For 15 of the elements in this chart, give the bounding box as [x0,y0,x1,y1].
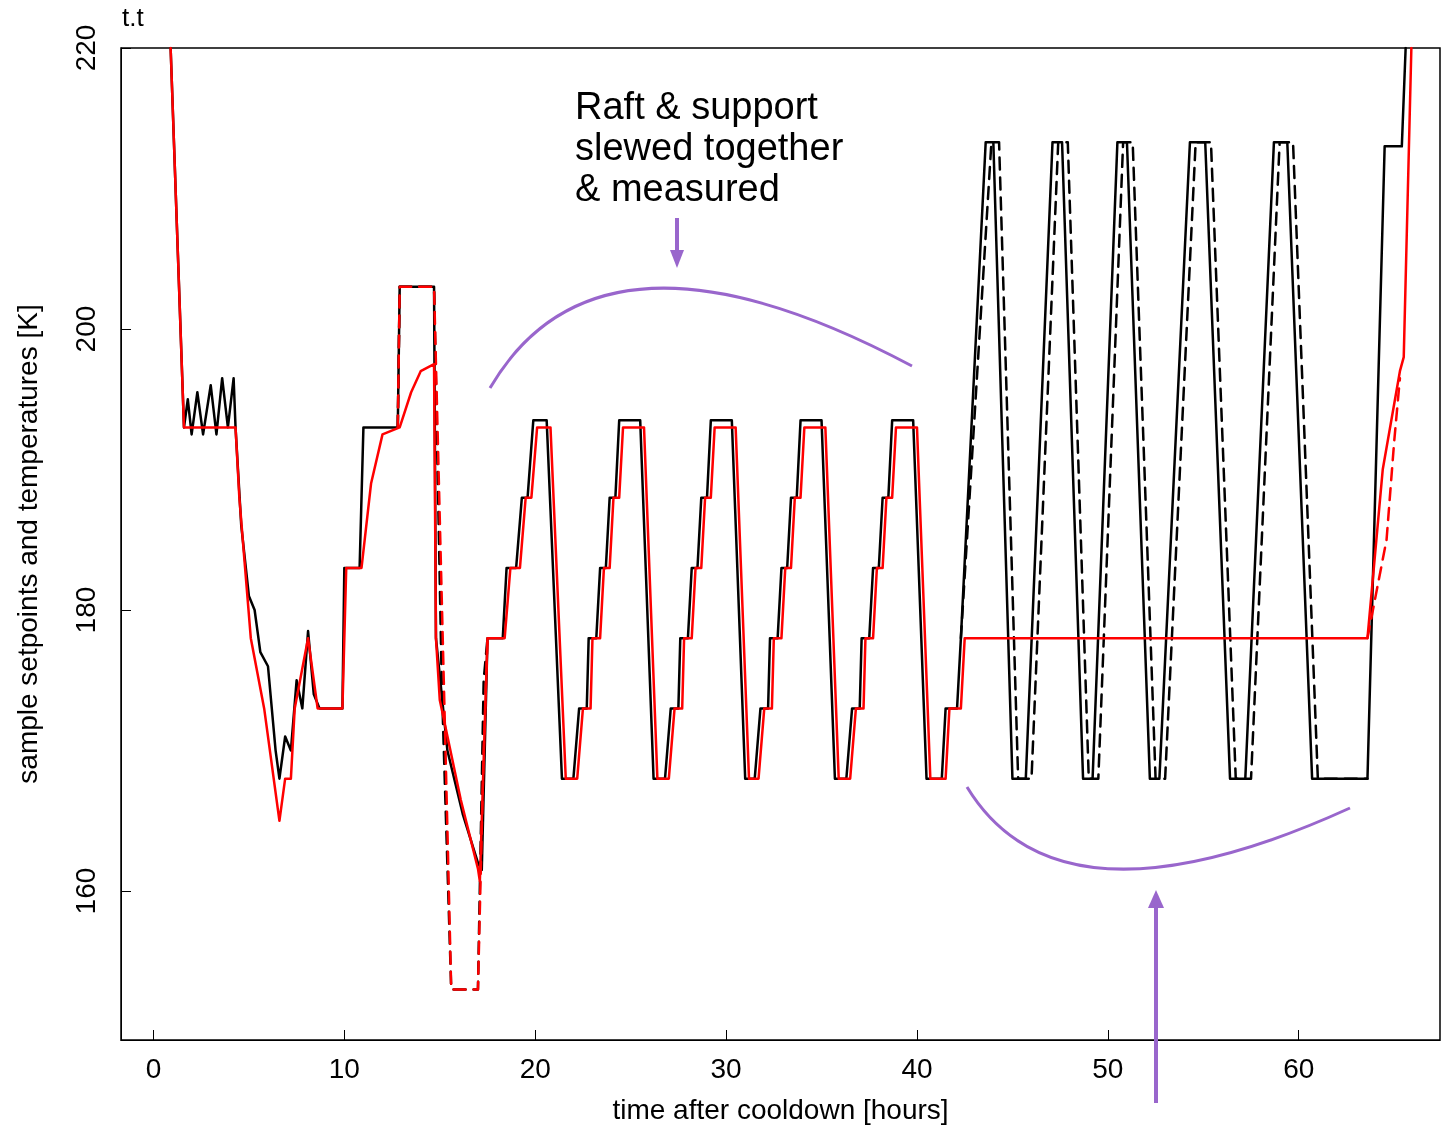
x-tick-label: 60 [1283,1052,1315,1084]
x-tick-label: 30 [710,1052,742,1084]
x-tick-label: 40 [901,1052,933,1084]
y-tick-label: 220 [69,24,101,72]
y-tick-label: 160 [69,867,101,915]
annotation: Raft & support slewed together & measured [575,85,844,209]
x-axis-title: time after cooldown [hours] [612,1093,949,1125]
text: t.t [122,2,144,33]
x-tick-label: 10 [328,1052,360,1084]
y-tick-label: 180 [69,586,101,634]
x-tick-label: 20 [519,1052,551,1084]
y-axis-title: sample setpoints and temperatures [K] [11,304,43,784]
x-tick-label: 50 [1092,1052,1124,1084]
x-tick-label: 0 [145,1052,162,1084]
y-tick-label: 200 [69,305,101,353]
